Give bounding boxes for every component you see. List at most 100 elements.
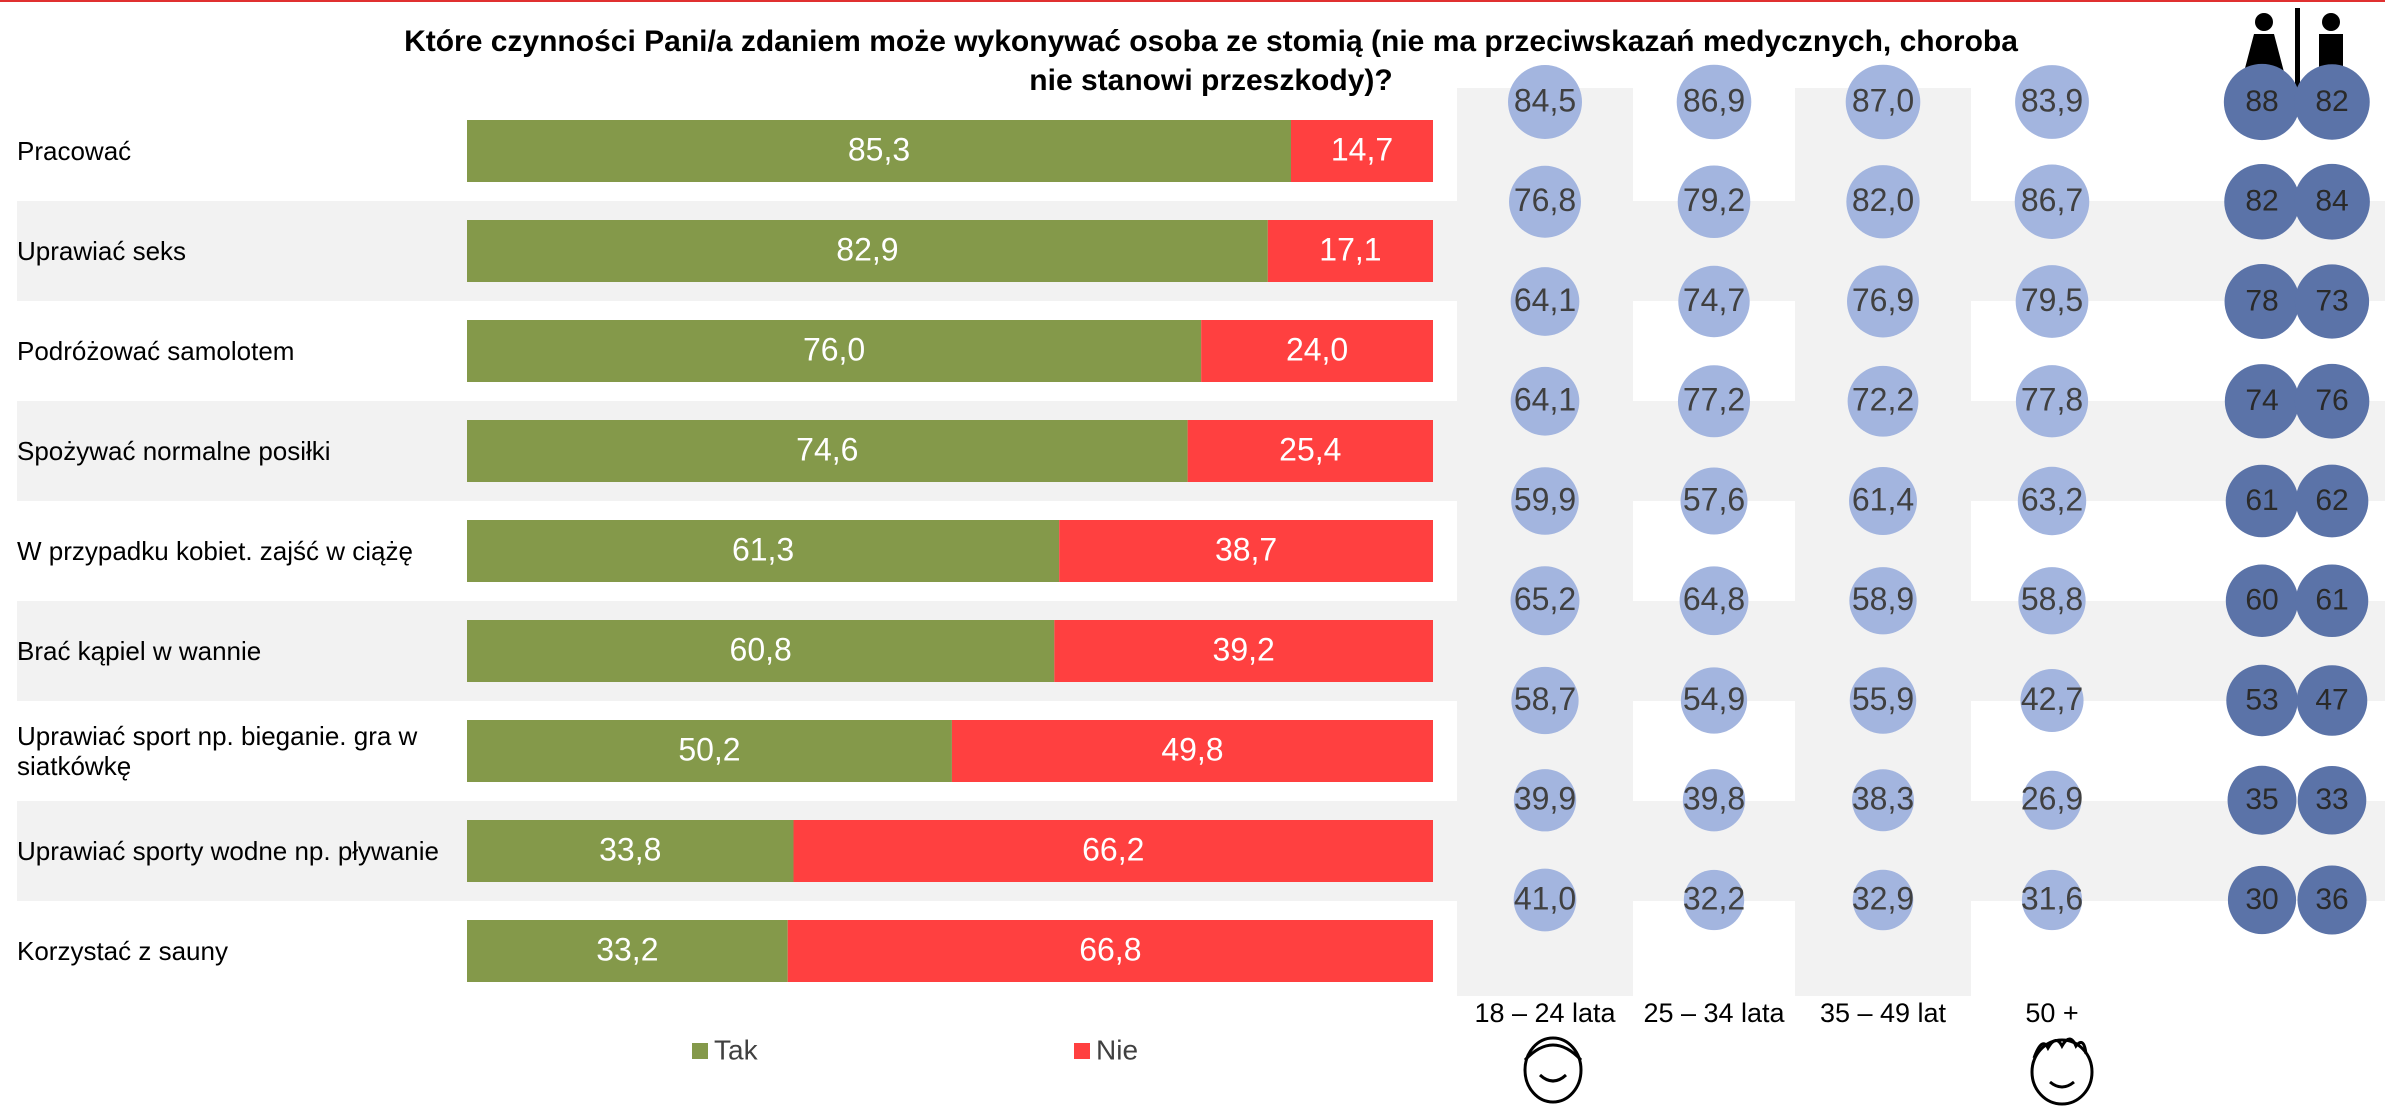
bar-segment	[467, 720, 952, 782]
bubble-label: 61	[2245, 484, 2278, 517]
bubble-label: 32,2	[1683, 880, 1745, 916]
bubble	[1513, 769, 1577, 832]
bubble	[1849, 567, 1917, 635]
bubble	[2225, 464, 2299, 538]
bubble	[1509, 165, 1581, 238]
row-label: Uprawiać seks	[17, 236, 187, 266]
bubble-label: 86,7	[2021, 182, 2083, 218]
bubble-label: 82	[2315, 85, 2348, 118]
bar-value-label: 17,1	[1319, 231, 1381, 267]
bubble-label: 54,9	[1683, 681, 1745, 717]
bubble-label: 78	[2245, 284, 2278, 317]
bubble-label: 57,6	[1683, 481, 1745, 517]
bubble-label: 87,0	[1852, 82, 1914, 118]
bubble	[2017, 466, 2087, 536]
bubble	[2018, 567, 2086, 635]
bubble-label: 38,3	[1852, 781, 1914, 817]
bubble	[1678, 265, 1750, 338]
bubble-label: 76,8	[1514, 182, 1576, 218]
bar-segment	[467, 820, 794, 882]
bubble-label: 64,1	[1514, 382, 1576, 418]
bubble	[1677, 165, 1751, 239]
bubble-label: 39,9	[1514, 781, 1576, 817]
bubble-label: 76,9	[1852, 282, 1914, 318]
bubble-label: 88	[2245, 85, 2278, 118]
bar-value-label: 60,8	[730, 631, 792, 667]
bar-value-label: 74,6	[796, 431, 858, 467]
bar-segment	[793, 820, 1433, 882]
background	[17, 88, 2385, 996]
bubble-label: 76	[2315, 384, 2348, 417]
bubble-label: 74,7	[1683, 282, 1745, 318]
bubble-label: 82	[2245, 185, 2278, 218]
legend-label: Tak	[714, 1034, 759, 1065]
bubble-label: 55,9	[1852, 681, 1914, 717]
column-label: 18 – 24 lata	[1474, 998, 1616, 1028]
bubble	[1683, 869, 1745, 931]
bar-value-label: 49,8	[1161, 731, 1223, 767]
bubble	[2227, 865, 2297, 935]
column-band	[1457, 88, 1633, 996]
row-label: Brać kąpiel w wannie	[17, 636, 262, 666]
column-label: 25 – 34 lata	[1643, 998, 1785, 1028]
bubble-label: 73	[2315, 284, 2348, 317]
bar-segment	[467, 320, 1202, 382]
bar-segment	[1267, 220, 1433, 282]
bubble	[1846, 165, 1920, 239]
bar-segment	[467, 420, 1188, 482]
bar-value-label: 82,9	[836, 231, 898, 267]
row-label: Uprawiać sporty wodne np. pływanie	[17, 836, 439, 866]
bubble-label: 59,9	[1514, 481, 1576, 517]
bar-value-label: 50,2	[678, 731, 740, 767]
bubble	[1849, 667, 1917, 734]
bubble-label: 53	[2245, 683, 2278, 716]
bubble	[1849, 467, 1917, 535]
row-label: Podróżować samolotem	[17, 336, 295, 366]
bubble-label: 58,9	[1852, 581, 1914, 617]
bar-segment	[1059, 520, 1433, 582]
bar-value-label: 24,0	[1286, 331, 1348, 367]
bar-segment	[951, 720, 1433, 782]
bubble	[1847, 265, 1919, 338]
bubble	[1513, 868, 1577, 932]
bar-segment	[467, 520, 1060, 582]
bubble-label: 72,2	[1852, 382, 1914, 418]
bar-value-label: 33,2	[596, 931, 658, 967]
bubble-label: 84	[2315, 185, 2348, 218]
legend-swatch	[692, 1043, 708, 1059]
bubble-label: 39,8	[1683, 781, 1745, 817]
row-label: Spożywać normalne posiłki	[17, 436, 331, 466]
bubble	[2021, 869, 2083, 931]
bubble	[2295, 564, 2369, 638]
bar-value-label: 85,3	[848, 131, 910, 167]
bubble	[2224, 264, 2300, 339]
bubble-label: 86,9	[1683, 82, 1745, 118]
bubble-label: 58,7	[1514, 681, 1576, 717]
bubble	[2294, 363, 2370, 439]
bar-segment	[467, 920, 788, 982]
bar-segment	[1054, 620, 1433, 682]
bar-segment	[467, 120, 1291, 182]
bubble-label: 64,8	[1683, 581, 1745, 617]
bubble-label: 33	[2315, 783, 2348, 816]
bubble	[1682, 769, 1746, 832]
bubble-label: 30	[2245, 883, 2278, 916]
bubble-label: 62	[2315, 484, 2348, 517]
legend-swatch	[1074, 1043, 1090, 1059]
bubble	[2224, 164, 2300, 240]
bar-value-label: 61,3	[732, 531, 794, 567]
bubble-label: 63,2	[2021, 481, 2083, 517]
bubble	[2295, 464, 2369, 538]
bubble	[2020, 668, 2084, 733]
bar-value-label: 76,0	[803, 331, 865, 367]
bubble	[2294, 163, 2370, 240]
bubble-label: 31,6	[2021, 880, 2083, 916]
bubble	[2223, 63, 2301, 141]
face-icon	[1523, 1036, 2094, 1106]
bar-segment	[467, 220, 1268, 282]
legend-label: Nie	[1096, 1034, 1138, 1065]
bubble	[1680, 467, 1748, 535]
row-label: Korzystać z sauny	[17, 936, 228, 966]
bubble	[1852, 769, 1914, 832]
